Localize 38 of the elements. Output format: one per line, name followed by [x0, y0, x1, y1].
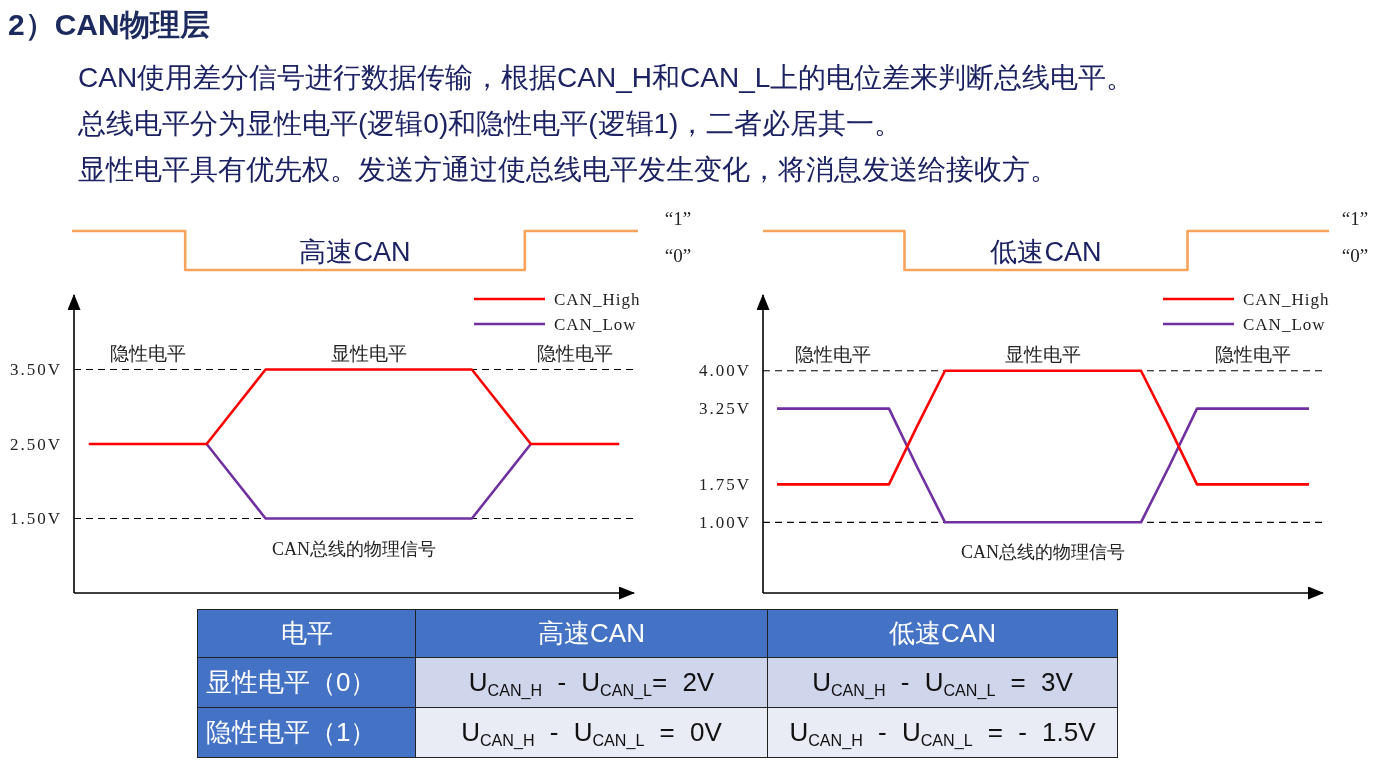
text: 显性电平具有优先权。发送方通过使总线电平发生变化，将消息发送给接收方。: [78, 153, 1058, 187]
text: 隐性电平（1）: [197, 707, 416, 758]
legend-label: CAN_Low: [554, 314, 637, 334]
legend-label: CAN_High: [554, 289, 641, 309]
annotation: “0”: [1341, 244, 1369, 266]
text: U$_{CAN_H}$ - U$_{CAN_L}$= 2V: [415, 657, 768, 708]
text: 高速CAN: [415, 609, 768, 658]
text: U$_{CAN_H}$ - U$_{CAN_L}$ = 0V: [415, 707, 768, 758]
y-tick-label: 3.25V: [698, 399, 751, 419]
annotation: 隐性电平: [537, 342, 614, 364]
y-tick-label: 1.75V: [698, 474, 751, 494]
text: 显性电平（0）: [197, 657, 416, 708]
annotation: 隐性电平: [1215, 343, 1291, 365]
text: “1”: [1341, 207, 1369, 229]
text: “1”: [664, 207, 692, 229]
y-tick-label: 1.00V: [698, 512, 751, 532]
text: 电平: [197, 609, 416, 658]
text: CAN使用差分信号进行数据传输，根据CAN_H和CAN_L上的电位差来判断总线电平。: [78, 61, 1135, 95]
chart-title: 高速CAN: [299, 236, 411, 267]
chart-title: 低速CAN: [990, 236, 1102, 267]
y-tick-label: 3.50V: [9, 360, 62, 379]
annotation: 显性电平: [330, 342, 407, 364]
legend-label: CAN_Low: [1243, 314, 1326, 334]
legend-label: CAN_High: [1243, 289, 1330, 309]
text: U$_{CAN_H}$ - U$_{CAN_L}$ = - 1.5V: [767, 707, 1118, 758]
text: U$_{CAN_H}$ - U$_{CAN_L}$ = 3V: [767, 657, 1118, 708]
annotation: CAN总线的物理信号: [271, 538, 437, 559]
text: 总线电平分为显性电平(逻辑0)和隐性电平(逻辑1)，二者必居其一。: [78, 107, 903, 141]
y-tick-label: 2.50V: [9, 434, 62, 454]
text: 2）CAN物理层: [8, 7, 210, 43]
y-tick-label: 1.50V: [9, 509, 62, 528]
annotation: “0”: [664, 244, 692, 266]
y-tick-label: 4.00V: [698, 361, 751, 381]
annotation: 隐性电平: [109, 342, 186, 364]
annotation: 显性电平: [1005, 343, 1081, 365]
annotation: CAN总线的物理信号: [960, 542, 1126, 563]
annotation: 隐性电平: [795, 343, 871, 365]
text: 低速CAN: [767, 609, 1118, 658]
